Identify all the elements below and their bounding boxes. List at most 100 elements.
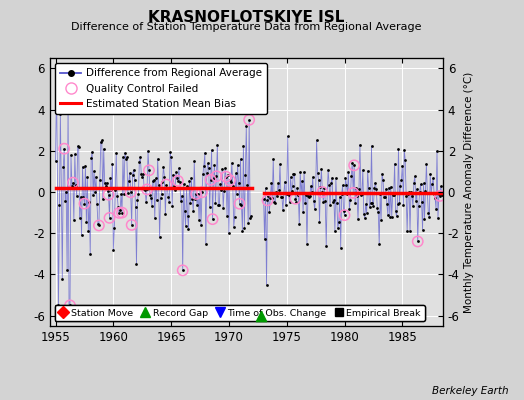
Point (86, 251, 94, 257)
Point (213, 141, 222, 148)
Point (209, 175, 217, 182)
Point (430, 191, 438, 197)
Point (173, 178, 182, 184)
Point (218, 166, 226, 172)
Point (180, 207, 189, 214)
Point (291, 196, 300, 202)
Point (366, 200, 375, 206)
Point (301, 200, 309, 206)
Point (332, 175, 340, 181)
Point (226, 177, 234, 184)
Point (246, 215, 254, 221)
Point (311, 190, 320, 196)
Point (350, 162, 358, 168)
Point (427, 190, 435, 196)
Point (52, 82, 61, 88)
Point (157, 191, 166, 198)
Point (163, 185, 171, 191)
Point (101, 180, 109, 186)
Point (286, 198, 294, 205)
Point (215, 202, 224, 208)
Point (392, 213, 401, 220)
Point (126, 170, 134, 176)
Point (356, 141, 364, 148)
Point (61, 198, 69, 204)
Point (81, 163, 90, 169)
Point (231, 213, 239, 220)
Point (189, 208, 198, 215)
Point (155, 182, 163, 188)
Point (145, 167, 153, 174)
Point (168, 202, 176, 209)
Point (421, 188, 430, 194)
Point (261, 185, 270, 191)
Point (198, 189, 206, 196)
Point (97, 137, 106, 144)
Point (119, 154, 127, 161)
Point (299, 209, 307, 216)
Point (317, 166, 325, 172)
Point (141, 187, 149, 193)
Point (188, 196, 196, 202)
Point (312, 137, 321, 144)
Legend: Station Move, Record Gap, Time of Obs. Change, Empirical Break: Station Move, Record Gap, Time of Obs. C… (54, 305, 425, 321)
Point (428, 181, 436, 187)
Point (242, 123, 250, 129)
Point (209, 216, 217, 222)
Point (222, 174, 230, 180)
Point (330, 197, 338, 203)
Point (154, 156, 162, 162)
Point (63, 267, 71, 274)
Point (234, 180, 243, 186)
Point (177, 198, 185, 204)
Point (69, 180, 77, 186)
Point (110, 224, 118, 231)
Point (419, 180, 428, 186)
Point (352, 184, 361, 191)
Point (199, 171, 207, 177)
Point (194, 191, 202, 197)
Point (350, 162, 358, 168)
Point (161, 210, 170, 217)
Point (390, 160, 399, 167)
Point (274, 180, 282, 186)
Point (183, 213, 192, 219)
Point (381, 194, 389, 200)
Point (166, 149, 174, 156)
Point (222, 174, 230, 180)
Point (70, 216, 78, 223)
Point (257, 312, 265, 319)
Point (221, 165, 230, 172)
Point (142, 199, 150, 205)
Point (123, 154, 131, 160)
Point (247, 213, 255, 219)
Point (196, 185, 204, 191)
Point (152, 197, 161, 203)
Point (336, 244, 345, 251)
Point (192, 191, 200, 197)
Point (324, 167, 332, 173)
Point (122, 156, 130, 162)
Point (382, 186, 390, 192)
Point (417, 181, 425, 188)
Point (403, 228, 411, 234)
Point (283, 133, 292, 140)
Point (129, 167, 138, 173)
Point (164, 194, 172, 200)
Point (423, 190, 432, 196)
Point (208, 147, 216, 153)
Point (143, 186, 151, 193)
Point (227, 179, 235, 185)
Point (146, 192, 154, 198)
Point (380, 194, 388, 200)
Point (408, 193, 416, 200)
Point (263, 197, 271, 204)
Point (411, 173, 419, 180)
Point (401, 157, 409, 164)
Point (364, 168, 372, 174)
Point (288, 183, 297, 190)
Point (351, 200, 359, 206)
Point (217, 187, 225, 193)
Point (200, 162, 208, 169)
Point (271, 200, 279, 206)
